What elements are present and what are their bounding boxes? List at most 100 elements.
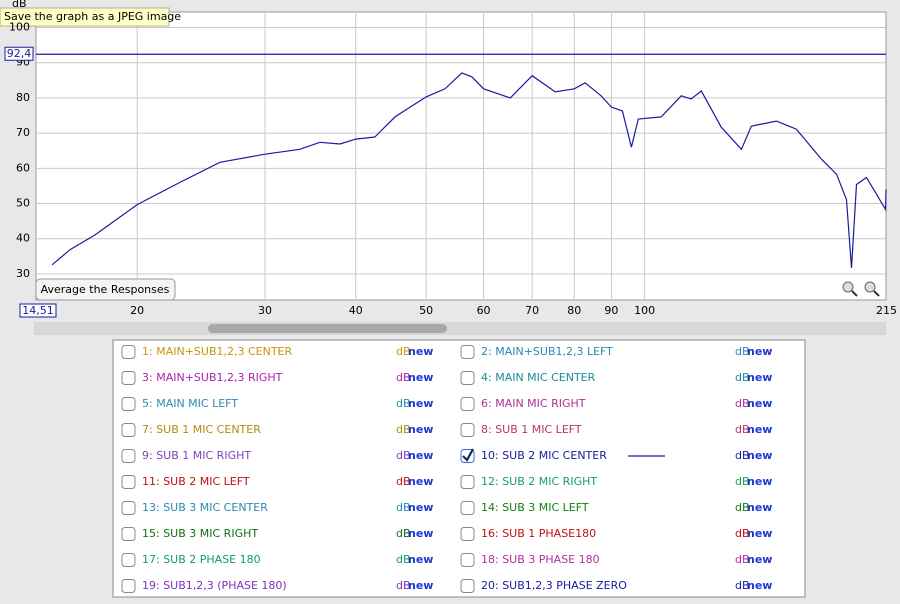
- checkbox[interactable]: [460, 579, 475, 593]
- measurement-label[interactable]: 4: MAIN MIC CENTER: [481, 371, 596, 384]
- average-button[interactable]: [35, 278, 176, 301]
- checkbox[interactable]: [121, 527, 136, 541]
- average-button-label[interactable]: Average the Responses: [41, 283, 170, 296]
- x-tick-label: 215 H: [876, 304, 900, 317]
- measurement-label[interactable]: 3: MAIN+SUB1,2,3 RIGHT: [142, 371, 283, 384]
- new-button[interactable]: new: [747, 579, 772, 592]
- scrollbar-thumb[interactable]: [208, 324, 447, 333]
- measurement-label[interactable]: 18: SUB 3 PHASE 180: [481, 553, 600, 566]
- db-button[interactable]: dB: [735, 553, 750, 566]
- x-tick-label: 70: [525, 304, 539, 317]
- x-tick-label: 60: [477, 304, 491, 317]
- db-button[interactable]: dB: [396, 371, 411, 384]
- new-button[interactable]: new: [747, 371, 772, 384]
- plot: [36, 53, 887, 269]
- new-button[interactable]: new: [408, 475, 433, 488]
- new-button[interactable]: new: [408, 449, 433, 462]
- measurement-label[interactable]: 17: SUB 2 PHASE 180: [142, 553, 261, 566]
- checkbox[interactable]: [121, 449, 136, 463]
- checkbox[interactable]: [121, 423, 136, 437]
- measurement-label[interactable]: 19: SUB1,2,3 (PHASE 180): [142, 579, 287, 592]
- new-button[interactable]: new: [747, 397, 772, 410]
- y-axis-label: dB: [12, 0, 27, 10]
- checkbox[interactable]: [121, 501, 136, 515]
- db-button[interactable]: dB: [735, 527, 750, 540]
- scrollbar-track: [34, 322, 886, 335]
- db-button[interactable]: dB: [396, 449, 411, 462]
- x-tick-label: 80: [567, 304, 581, 317]
- measurement-label[interactable]: 9: SUB 1 MIC RIGHT: [142, 449, 251, 462]
- measurement-label[interactable]: 11: SUB 2 MIC LEFT: [142, 475, 250, 488]
- measurement-label[interactable]: 13: SUB 3 MIC CENTER: [142, 501, 268, 514]
- new-button[interactable]: new: [408, 397, 433, 410]
- db-button[interactable]: dB: [396, 475, 411, 488]
- measurement-label[interactable]: 2: MAIN+SUB1,2,3 LEFT: [481, 345, 613, 358]
- checkbox[interactable]: [460, 371, 475, 385]
- checkbox[interactable]: [121, 345, 136, 359]
- db-button[interactable]: dB: [735, 579, 750, 592]
- new-button[interactable]: new: [408, 345, 433, 358]
- db-button[interactable]: dB: [396, 345, 411, 358]
- measurement-label[interactable]: 10: SUB 2 MIC CENTER: [481, 449, 607, 462]
- new-button[interactable]: new: [747, 345, 772, 358]
- db-button[interactable]: dB: [735, 501, 750, 514]
- db-button[interactable]: dB: [396, 579, 411, 592]
- checkbox[interactable]: [460, 423, 475, 437]
- y-tick-label: 60: [16, 161, 30, 174]
- new-button[interactable]: new: [747, 423, 772, 436]
- x-tick-label: 40: [349, 304, 363, 317]
- new-button[interactable]: new: [408, 423, 433, 436]
- checkbox[interactable]: [121, 371, 136, 385]
- response-line: [51, 72, 887, 269]
- checkbox[interactable]: [460, 397, 475, 411]
- db-button[interactable]: dB: [735, 345, 750, 358]
- new-button[interactable]: new: [408, 553, 433, 566]
- measurement-label[interactable]: 14: SUB 3 MIC LEFT: [481, 501, 589, 514]
- db-button[interactable]: dB: [735, 423, 750, 436]
- checkbox[interactable]: [121, 579, 136, 593]
- zoom-icons[interactable]: [842, 281, 880, 297]
- measurement-label[interactable]: 5: MAIN MIC LEFT: [142, 397, 238, 410]
- checkbox[interactable]: [460, 527, 475, 541]
- measurement-list: [112, 339, 806, 598]
- new-button[interactable]: new: [747, 449, 772, 462]
- checkbox[interactable]: [121, 397, 136, 411]
- new-button[interactable]: new: [408, 501, 433, 514]
- y-tick-label: 40: [16, 232, 30, 245]
- db-button[interactable]: dB: [735, 371, 750, 384]
- measurement-label[interactable]: 15: SUB 3 MIC RIGHT: [142, 527, 258, 540]
- y-tick-label: 80: [16, 91, 30, 104]
- checkbox[interactable]: [121, 553, 136, 567]
- db-button[interactable]: dB: [735, 449, 750, 462]
- measurement-label[interactable]: 16: SUB 1 PHASE180: [481, 527, 596, 540]
- checkbox[interactable]: [460, 501, 475, 515]
- new-button[interactable]: new: [747, 501, 772, 514]
- db-button[interactable]: dB: [735, 397, 750, 410]
- measurement-label[interactable]: 1: MAIN+SUB1,2,3 CENTER: [142, 345, 293, 358]
- new-button[interactable]: new: [747, 475, 772, 488]
- new-button[interactable]: new: [747, 527, 772, 540]
- measurement-label[interactable]: 6: MAIN MIC RIGHT: [481, 397, 586, 410]
- db-button[interactable]: dB: [396, 397, 411, 410]
- checkbox[interactable]: [460, 345, 475, 359]
- db-button[interactable]: dB: [735, 475, 750, 488]
- db-button[interactable]: dB: [396, 423, 411, 436]
- db-button[interactable]: dB: [396, 553, 411, 566]
- measurement-label[interactable]: 8: SUB 1 MIC LEFT: [481, 423, 582, 436]
- checkbox[interactable]: [121, 475, 136, 489]
- plot-area: [35, 11, 887, 301]
- checkmark: [462, 448, 474, 462]
- x-tick-label: 90: [604, 304, 618, 317]
- measurement-label[interactable]: 12: SUB 2 MIC RIGHT: [481, 475, 597, 488]
- new-button[interactable]: new: [408, 527, 433, 540]
- db-button[interactable]: dB: [396, 527, 411, 540]
- x-tick-label: 30: [258, 304, 272, 317]
- new-button[interactable]: new: [408, 579, 433, 592]
- measurement-label[interactable]: 20: SUB1,2,3 PHASE ZERO: [481, 579, 627, 592]
- checkbox[interactable]: [460, 475, 475, 489]
- new-button[interactable]: new: [747, 553, 772, 566]
- new-button[interactable]: new: [408, 371, 433, 384]
- measurement-label[interactable]: 7: SUB 1 MIC CENTER: [142, 423, 261, 436]
- db-button[interactable]: dB: [396, 501, 411, 514]
- checkbox[interactable]: [460, 553, 475, 567]
